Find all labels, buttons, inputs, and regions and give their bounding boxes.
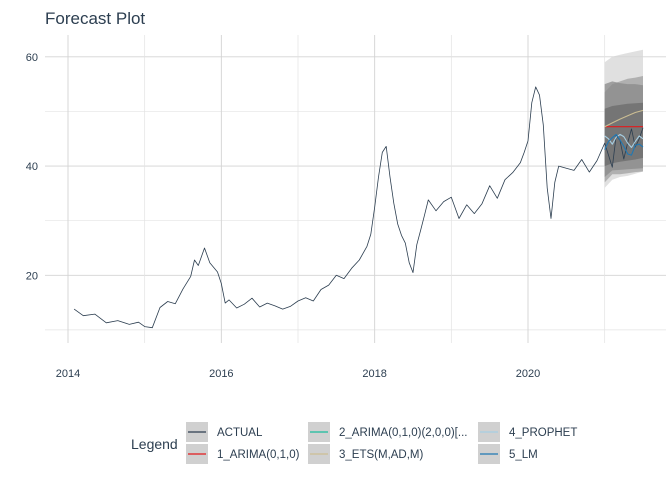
x-tick-label: 2018	[362, 368, 386, 380]
plot-panel	[45, 35, 666, 343]
legend-label-1-arima-0-1-0: 1_ARIMA(0,1,0)	[217, 449, 300, 461]
series-line-4-prophet	[604, 133, 644, 149]
legend-label-5-lm: 5_LM	[509, 449, 538, 461]
x-tick-label: 2014	[56, 368, 80, 380]
series-line-3-ets-m-ad-m	[604, 109, 644, 128]
y-axis: 20 40 60	[26, 52, 38, 282]
series-line-5-lm	[604, 133, 644, 156]
x-tick-label: 2020	[516, 368, 540, 380]
x-tick-label: 2016	[209, 368, 233, 380]
legend-title: Legend	[131, 436, 178, 452]
y-tick-label: 40	[26, 161, 38, 173]
legend-label-4-prophet: 4_PROPHET	[509, 427, 577, 439]
legend: Legend ACTUAL 1_ARIMA(0,1,0) 2_ARIMA(0,1,0…	[131, 422, 577, 464]
y-tick-label: 20	[26, 270, 38, 282]
y-tick-label: 60	[26, 52, 38, 64]
chart-title: Forecast Plot	[45, 9, 145, 28]
legend-label-actual: ACTUAL	[217, 427, 263, 439]
legend-label-2-arima-0-1-0-2-0-0: 2_ARIMA(0,1,0)(2,0,0)[...	[339, 427, 467, 439]
legend-items: ACTUAL 1_ARIMA(0,1,0) 2_ARIMA(0,1,0)(2,0,0…	[186, 422, 577, 464]
legend-label-3-ets-m-ad-m: 3_ETS(M,AD,M)	[339, 449, 424, 461]
x-axis: 2014 2016 2018 2020	[56, 368, 540, 380]
series-line-actual	[73, 86, 644, 329]
